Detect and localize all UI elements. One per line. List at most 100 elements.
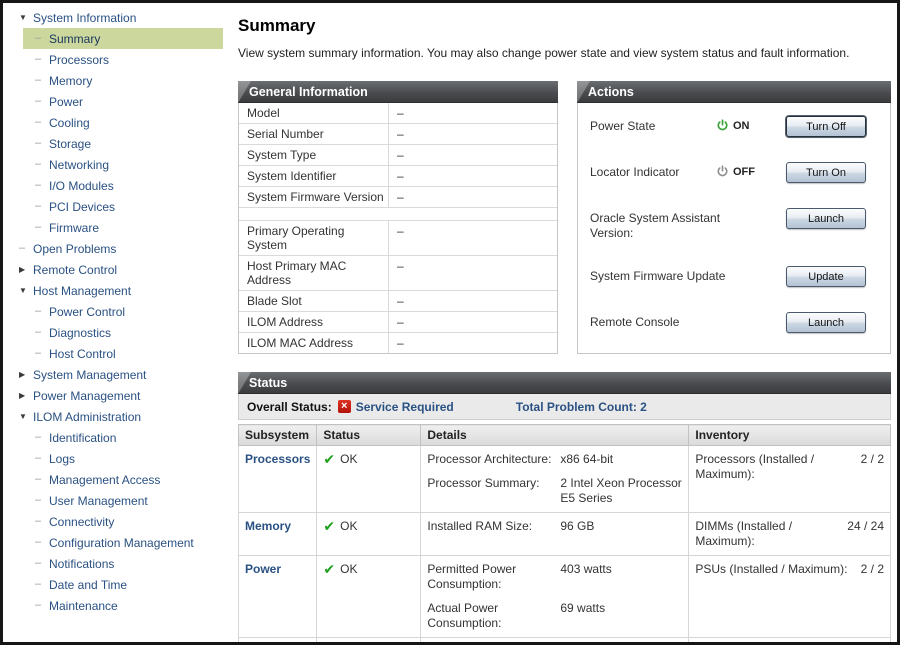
sidebar-item-io-modules[interactable]: I/O Modules: [3, 175, 231, 196]
table-row: ILOM MAC Address –: [239, 333, 557, 353]
turn-on-button[interactable]: Turn On: [786, 162, 866, 183]
sidebar-item-host-control[interactable]: Host Control: [3, 343, 231, 364]
tree-expanded-icon[interactable]: [19, 280, 33, 301]
field-label: Serial Number: [239, 124, 389, 144]
sidebar-item-label: Date and Time: [49, 577, 128, 592]
tree-leaf-icon: [35, 343, 49, 364]
sidebar-item-configuration-management[interactable]: Configuration Management: [3, 532, 231, 553]
action-label: Power State: [590, 119, 656, 133]
turn-off-button[interactable]: Turn Off: [786, 116, 866, 137]
ok-check-icon: ✔: [323, 451, 336, 467]
sidebar-item-power-management[interactable]: Power Management: [3, 385, 231, 406]
tree-collapsed-icon[interactable]: [19, 259, 33, 280]
action-row-system-firmware-update: System Firmware Update Update: [590, 266, 866, 287]
column-header-inventory: Inventory: [688, 424, 891, 446]
sidebar-item-cooling[interactable]: Cooling: [3, 112, 231, 133]
tree-collapsed-icon[interactable]: [19, 385, 33, 406]
field-value: –: [397, 224, 404, 238]
tree-leaf-icon: [35, 196, 49, 217]
tree-expanded-icon[interactable]: [19, 406, 33, 427]
sidebar-item-system-management[interactable]: System Management: [3, 364, 231, 385]
service-required-icon: ×: [337, 400, 351, 413]
remote-console-launch-button[interactable]: Launch: [786, 312, 866, 333]
sidebar-item-label: Host Control: [49, 346, 116, 361]
sidebar-item-label: I/O Modules: [49, 178, 114, 193]
tree-leaf-icon: [35, 301, 49, 322]
tree-collapsed-icon[interactable]: [19, 364, 33, 385]
system-assistant-launch-button[interactable]: Launch: [786, 208, 866, 229]
sidebar-item-label: PCI Devices: [49, 199, 116, 214]
tree-leaf-icon: [35, 511, 49, 532]
sidebar-item-storage[interactable]: Storage: [3, 133, 231, 154]
tree-leaf-icon: [35, 469, 49, 490]
tree-leaf-icon: [19, 238, 33, 259]
power-off-icon: [717, 165, 728, 177]
sidebar-item-notifications[interactable]: Notifications: [3, 553, 231, 574]
power-state-value: ON: [733, 119, 750, 132]
field-label: System Type: [239, 145, 389, 165]
sidebar-item-pci-devices[interactable]: PCI Devices: [3, 196, 231, 217]
actions-body: Power State ON Turn Off Locator Indicato…: [577, 103, 891, 354]
sidebar-item-label: Memory: [49, 73, 93, 88]
sidebar-item-label: User Management: [49, 493, 148, 508]
sidebar-item-user-management[interactable]: User Management: [3, 490, 231, 511]
sidebar-item-logs[interactable]: Logs: [3, 448, 231, 469]
page-description: View system summary information. You may…: [238, 46, 850, 60]
table-row: System Firmware Version –: [239, 187, 557, 208]
overall-status-value[interactable]: Service Required: [355, 399, 454, 414]
sidebar-item-memory[interactable]: Memory: [3, 70, 231, 91]
sidebar-item-host-management[interactable]: Host Management: [3, 280, 231, 301]
sidebar-item-networking[interactable]: Networking: [3, 154, 231, 175]
table-row: Primary Operating System –: [239, 221, 557, 256]
sidebar-item-system-information[interactable]: System Information: [3, 7, 231, 28]
tree-leaf-icon: [35, 322, 49, 343]
field-label: System Firmware Version: [239, 187, 389, 207]
power-state-indicator: ON: [716, 116, 786, 132]
action-row-locator-indicator: Locator Indicator OFF Turn On: [590, 162, 866, 183]
table-row-memory: Memory ✔ OK Installed RAM Size: 96 GB DIMM…: [237, 512, 891, 556]
total-problem-count[interactable]: Total Problem Count: 2: [515, 399, 647, 414]
memory-link[interactable]: Memory: [245, 519, 292, 533]
sidebar-item-ilom-administration[interactable]: ILOM Administration: [3, 406, 231, 427]
field-value: –: [397, 294, 404, 308]
inventory-line: DIMMs (Installed / Maximum): 24 / 24: [695, 519, 884, 548]
sidebar-item-label: Host Management: [33, 283, 132, 298]
status-header: Status: [238, 372, 891, 394]
status-value: OK: [340, 519, 358, 533]
tree-leaf-icon: [35, 70, 49, 91]
navigation-tree: System Information Summary Processors Me…: [3, 3, 231, 642]
sidebar-item-remote-control[interactable]: Remote Control: [3, 259, 231, 280]
sidebar-item-diagnostics[interactable]: Diagnostics: [3, 322, 231, 343]
sidebar-item-management-access[interactable]: Management Access: [3, 469, 231, 490]
sidebar-item-date-and-time[interactable]: Date and Time: [3, 574, 231, 595]
sidebar-item-label: Summary: [49, 31, 101, 46]
sidebar-item-summary[interactable]: Summary: [3, 28, 231, 49]
sidebar-item-power[interactable]: Power: [3, 91, 231, 112]
sidebar-item-label: Power Management: [33, 388, 141, 403]
table-row: System Type –: [239, 145, 557, 166]
power-link[interactable]: Power: [245, 562, 282, 576]
sidebar-item-label: Power: [49, 94, 84, 109]
detail-line: Processor Summary: 2 Intel Xeon Processor…: [427, 476, 682, 505]
processors-link[interactable]: Processors: [245, 452, 311, 466]
firmware-update-button[interactable]: Update: [786, 266, 866, 287]
sidebar-item-processors[interactable]: Processors: [3, 49, 231, 70]
tree-expanded-icon[interactable]: [19, 7, 33, 28]
action-row-power-state: Power State ON Turn Off: [590, 116, 866, 137]
sidebar-item-firmware[interactable]: Firmware: [3, 217, 231, 238]
action-label: Remote Console: [590, 315, 680, 329]
sidebar-item-connectivity[interactable]: Connectivity: [3, 511, 231, 532]
tree-leaf-icon: [35, 154, 49, 175]
general-information-table: Model – Serial Number – System Type – Syste…: [238, 103, 558, 354]
status-value: OK: [340, 452, 358, 466]
sidebar-item-maintenance[interactable]: Maintenance: [3, 595, 231, 616]
sidebar-item-identification[interactable]: Identification: [3, 427, 231, 448]
column-header-details: Details: [420, 424, 690, 446]
sidebar-item-open-problems[interactable]: Open Problems: [3, 238, 231, 259]
sidebar-item-power-control[interactable]: Power Control: [3, 301, 231, 322]
sidebar-item-label: Open Problems: [33, 241, 117, 256]
field-label: Primary Operating System: [239, 221, 389, 255]
status-value: OK: [340, 562, 358, 576]
sidebar-item-label: Maintenance: [49, 598, 118, 613]
sidebar-item-label: Processors: [49, 52, 110, 67]
